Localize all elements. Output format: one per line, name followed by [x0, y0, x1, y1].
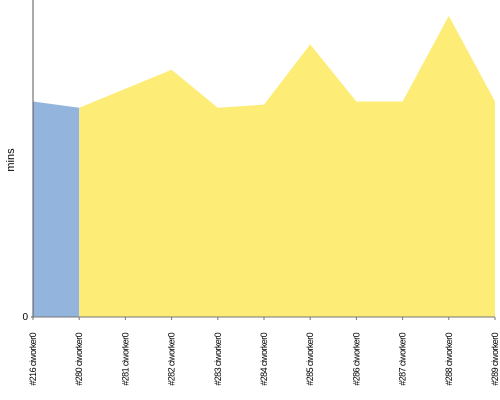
- x-tick-label: #280 ciworker0: [74, 332, 84, 385]
- x-tick-label: #285 ciworker0: [305, 332, 315, 385]
- x-tick-label: #216 ciworker0: [28, 332, 38, 385]
- x-tick-label: #282 ciworker0: [167, 332, 177, 385]
- x-tick-label: #287 ciworker0: [398, 332, 408, 385]
- x-tick-label: #286 ciworker0: [351, 332, 361, 385]
- area: [79, 15, 495, 317]
- x-tick-label: #288 ciworker0: [444, 332, 454, 385]
- y-axis-label: mins: [5, 148, 17, 172]
- x-tick-label: #281 ciworker0: [120, 332, 130, 385]
- x-tick-label: #283 ciworker0: [213, 332, 223, 385]
- x-tick-label: #284 ciworker0: [259, 332, 269, 385]
- y-tick-label: 0: [22, 312, 28, 323]
- x-tick-label: #289 ciworker0: [490, 332, 500, 385]
- area: [33, 101, 80, 317]
